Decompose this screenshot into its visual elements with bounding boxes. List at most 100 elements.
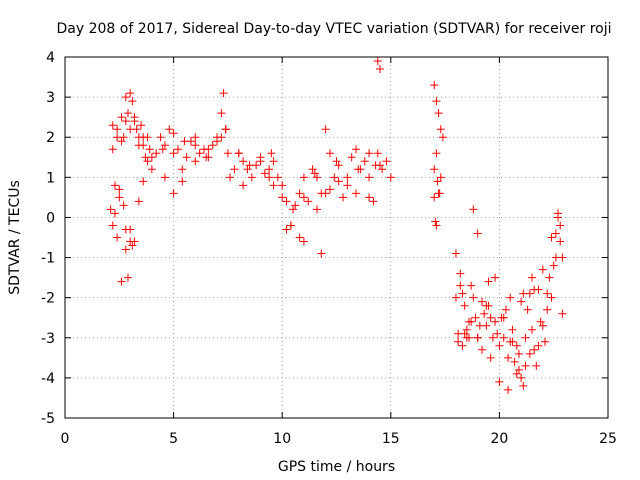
data-point — [484, 277, 493, 286]
data-point — [549, 261, 558, 270]
x-axis-label: GPS time / hours — [278, 459, 395, 475]
chart-title: Day 208 of 2017, Sidereal Day-to-day VTE… — [56, 21, 611, 37]
data-point — [110, 181, 119, 190]
data-point — [113, 125, 122, 134]
data-point — [152, 149, 161, 158]
data-point — [217, 133, 226, 142]
data-point — [310, 169, 319, 178]
data-point — [156, 133, 165, 142]
data-point — [126, 125, 135, 134]
data-point — [160, 141, 169, 150]
data-point — [484, 301, 493, 310]
data-point — [517, 373, 526, 382]
data-point — [343, 173, 352, 182]
data-point — [169, 129, 178, 138]
y-tick-label: 3 — [46, 90, 55, 106]
data-point — [286, 221, 295, 230]
data-point — [178, 165, 187, 174]
y-tick-label: -5 — [41, 411, 55, 427]
data-point — [530, 285, 539, 294]
data-point — [491, 273, 500, 282]
data-point — [432, 97, 441, 106]
data-point — [221, 125, 230, 134]
data-point — [282, 197, 291, 206]
data-point — [456, 281, 465, 290]
data-point — [430, 81, 439, 90]
data-point — [460, 301, 469, 310]
data-point — [158, 145, 167, 154]
data-point — [373, 149, 382, 158]
data-point — [121, 245, 130, 254]
x-tick-label: 20 — [490, 431, 508, 447]
data-point — [108, 121, 117, 130]
data-point — [512, 341, 521, 350]
data-point — [454, 337, 463, 346]
data-point — [115, 193, 124, 202]
data-point — [365, 173, 374, 182]
data-point — [165, 125, 174, 134]
data-point — [536, 317, 545, 326]
data-point — [121, 225, 130, 234]
data-point — [471, 313, 480, 322]
y-tick-label: -3 — [41, 331, 55, 347]
data-point — [117, 277, 126, 286]
data-point — [458, 289, 467, 298]
data-point — [321, 125, 330, 134]
data-point — [234, 149, 243, 158]
data-point — [202, 153, 211, 162]
data-point — [299, 237, 308, 246]
data-point — [137, 121, 146, 130]
data-point — [113, 233, 122, 242]
data-point — [480, 309, 489, 318]
data-point — [538, 321, 547, 330]
y-tick-label: 0 — [46, 210, 55, 226]
data-point — [245, 161, 254, 170]
data-point — [545, 273, 554, 282]
data-point — [491, 317, 500, 326]
data-point — [312, 205, 321, 214]
data-point — [519, 381, 528, 390]
data-point — [352, 189, 361, 198]
data-point — [219, 89, 228, 98]
data-point — [558, 309, 567, 318]
data-point — [147, 153, 156, 162]
data-point — [486, 353, 495, 362]
data-point — [469, 205, 478, 214]
data-point — [438, 133, 447, 142]
data-point — [462, 333, 471, 342]
data-point — [467, 317, 476, 326]
data-point — [482, 321, 491, 330]
data-point — [119, 201, 128, 210]
data-point — [117, 137, 126, 146]
data-point — [347, 153, 356, 162]
grid — [65, 57, 608, 418]
data-point — [269, 181, 278, 190]
data-point — [299, 193, 308, 202]
data-point — [325, 149, 334, 158]
data-point — [178, 177, 187, 186]
data-point — [373, 57, 382, 66]
y-tick-label: 1 — [46, 170, 55, 186]
data-point — [543, 305, 552, 314]
plot-frame — [64, 56, 609, 419]
data-point — [269, 157, 278, 166]
data-point — [551, 253, 560, 262]
data-point — [530, 345, 539, 354]
data-point — [501, 305, 510, 314]
data-point — [541, 337, 550, 346]
data-point — [289, 205, 298, 214]
data-point — [180, 137, 189, 146]
data-point — [160, 173, 169, 182]
data-point — [478, 345, 487, 354]
data-point — [304, 197, 313, 206]
data-point — [113, 133, 122, 142]
data-point — [554, 209, 563, 218]
data-point — [386, 173, 395, 182]
data-point — [325, 185, 334, 194]
data-point — [458, 341, 467, 350]
data-point — [108, 145, 117, 154]
data-points — [106, 57, 567, 394]
y-tick-label: 4 — [46, 50, 55, 66]
data-point — [191, 133, 200, 142]
